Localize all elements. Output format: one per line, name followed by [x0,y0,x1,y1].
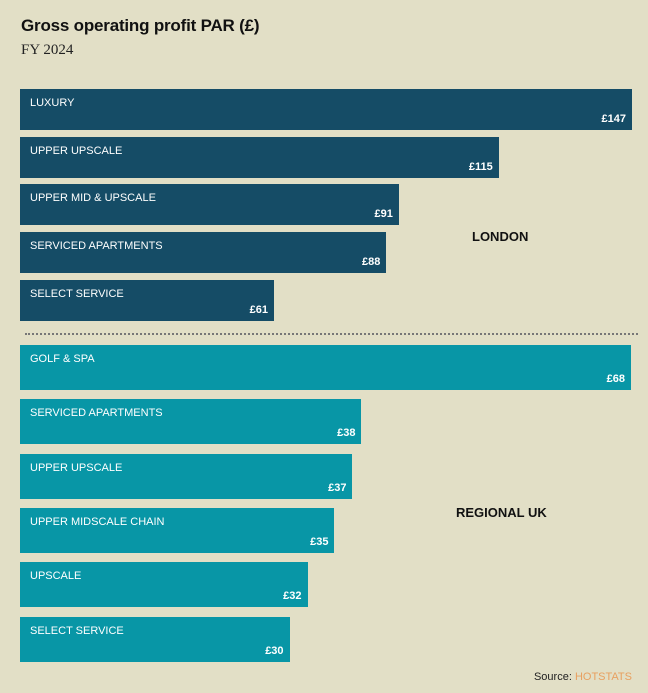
bar: UPPER MIDSCALE CHAIN £35 [20,507,335,553]
bar-category-label: LUXURY [30,97,75,109]
bar: SELECT SERVICE £61 [20,279,274,321]
bar: SERVICED APARTMENTS £38 [20,399,362,445]
bar: SERVICED APARTMENTS £88 [20,232,387,274]
bar-value-label: £38 [337,427,356,440]
bar-value-label: £91 [374,208,393,221]
bar-value-label: £32 [283,590,302,603]
group-label-regional: REGIONAL UK [456,505,547,520]
source-name: HOTSTATS [574,671,632,683]
chart-subtitle: FY 2024 [21,42,74,58]
bar: SELECT SERVICE £30 [20,616,290,662]
bar: UPPER UPSCALE £115 [20,136,499,178]
bar-value-label: £88 [362,256,381,269]
bar-category-label: SERVICED APARTMENTS [30,240,163,253]
source-note: Source: HOTSTATS [534,671,632,683]
bar: UPPER UPSCALE £37 [20,453,353,499]
bar-category-label: UPPER UPSCALE [30,144,123,157]
bar-value-label: £147 [601,113,626,125]
bar-value-label: £30 [265,644,284,657]
bar-value-label: £68 [606,373,625,385]
bar: UPPER MID & UPSCALE £91 [20,184,399,226]
bar-category-label: SELECT SERVICE [30,624,124,637]
bar-value-label: £37 [328,481,347,494]
bar-value-label: £61 [249,303,268,316]
bar-category-label: UPPER MID & UPSCALE [30,192,156,205]
bar-category-label: UPPER UPSCALE [30,461,123,474]
group-divider [25,333,638,335]
bar-category-label: SELECT SERVICE [30,287,124,300]
bar-value-label: £115 [468,160,493,173]
source-prefix: Source: [533,671,572,683]
bar-category-label: SERVICED APARTMENTS [30,407,163,420]
bar: GOLF & SPA £68 [20,345,631,390]
bar-category-label: UPPER MIDSCALE CHAIN [30,515,165,528]
chart-title: Gross operating profit PAR (£) [21,16,260,35]
bar: UPSCALE £32 [20,562,308,608]
bar-category-label: UPSCALE [30,570,82,583]
bar-category-label: GOLF & SPA [30,353,95,365]
bar: LUXURY £147 [20,89,632,130]
group-label-london: LONDON [472,229,529,244]
bar-value-label: £35 [310,535,329,548]
